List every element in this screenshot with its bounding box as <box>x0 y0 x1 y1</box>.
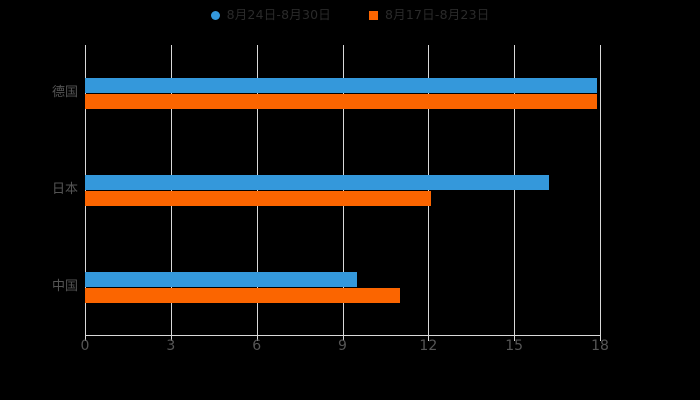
legend-label-series-2: 8月17日-8月23日 <box>385 7 490 22</box>
gridline <box>428 45 430 335</box>
square-icon <box>369 10 378 20</box>
x-axis-tick <box>256 335 258 341</box>
gridline <box>342 45 344 335</box>
x-axis-tick-label: 0 <box>80 338 90 354</box>
x-axis-tick <box>342 335 344 341</box>
x-axis-tick-label: 12 <box>419 338 438 354</box>
x-axis-tick <box>170 335 172 341</box>
bar-德国-series-2[interactable] <box>85 94 598 110</box>
x-axis-tick <box>600 335 601 341</box>
category-label-日本: 日本 <box>51 182 78 197</box>
plot-area <box>85 45 601 335</box>
bar-中国-series-2[interactable] <box>85 287 400 303</box>
gridline <box>85 45 86 335</box>
category-label-中国: 中国 <box>51 278 78 294</box>
gridline <box>514 45 516 335</box>
x-axis-tick <box>514 335 516 341</box>
gridline <box>600 45 601 335</box>
x-axis-tick <box>85 335 86 341</box>
chart-legend: 8月24日-8月30日 8月17日-8月23日 <box>0 7 700 22</box>
x-axis-tick-label: 3 <box>166 338 176 354</box>
bar-德国-series-1[interactable] <box>85 78 598 94</box>
bar-日本-series-1[interactable] <box>85 175 549 190</box>
dot-icon <box>210 10 220 20</box>
gridline <box>170 45 172 335</box>
legend-label-series-1: 8月24日-8月30日 <box>226 7 331 22</box>
bar-中国-series-1[interactable] <box>85 271 357 287</box>
category-label-德国: 德国 <box>51 85 78 101</box>
legend-item-series-2[interactable]: 8月17日-8月23日 <box>369 7 490 22</box>
legend-item-series-1[interactable]: 8月24日-8月30日 <box>210 7 331 22</box>
x-axis-tick-label: 15 <box>505 338 524 354</box>
x-axis-tick-label: 9 <box>338 338 347 354</box>
x-axis-tick-label: 18 <box>591 338 609 354</box>
x-axis-tick-label: 6 <box>252 338 262 354</box>
gridline <box>256 45 258 335</box>
bar-日本-series-2[interactable] <box>85 191 432 206</box>
x-axis-tick <box>428 335 430 341</box>
